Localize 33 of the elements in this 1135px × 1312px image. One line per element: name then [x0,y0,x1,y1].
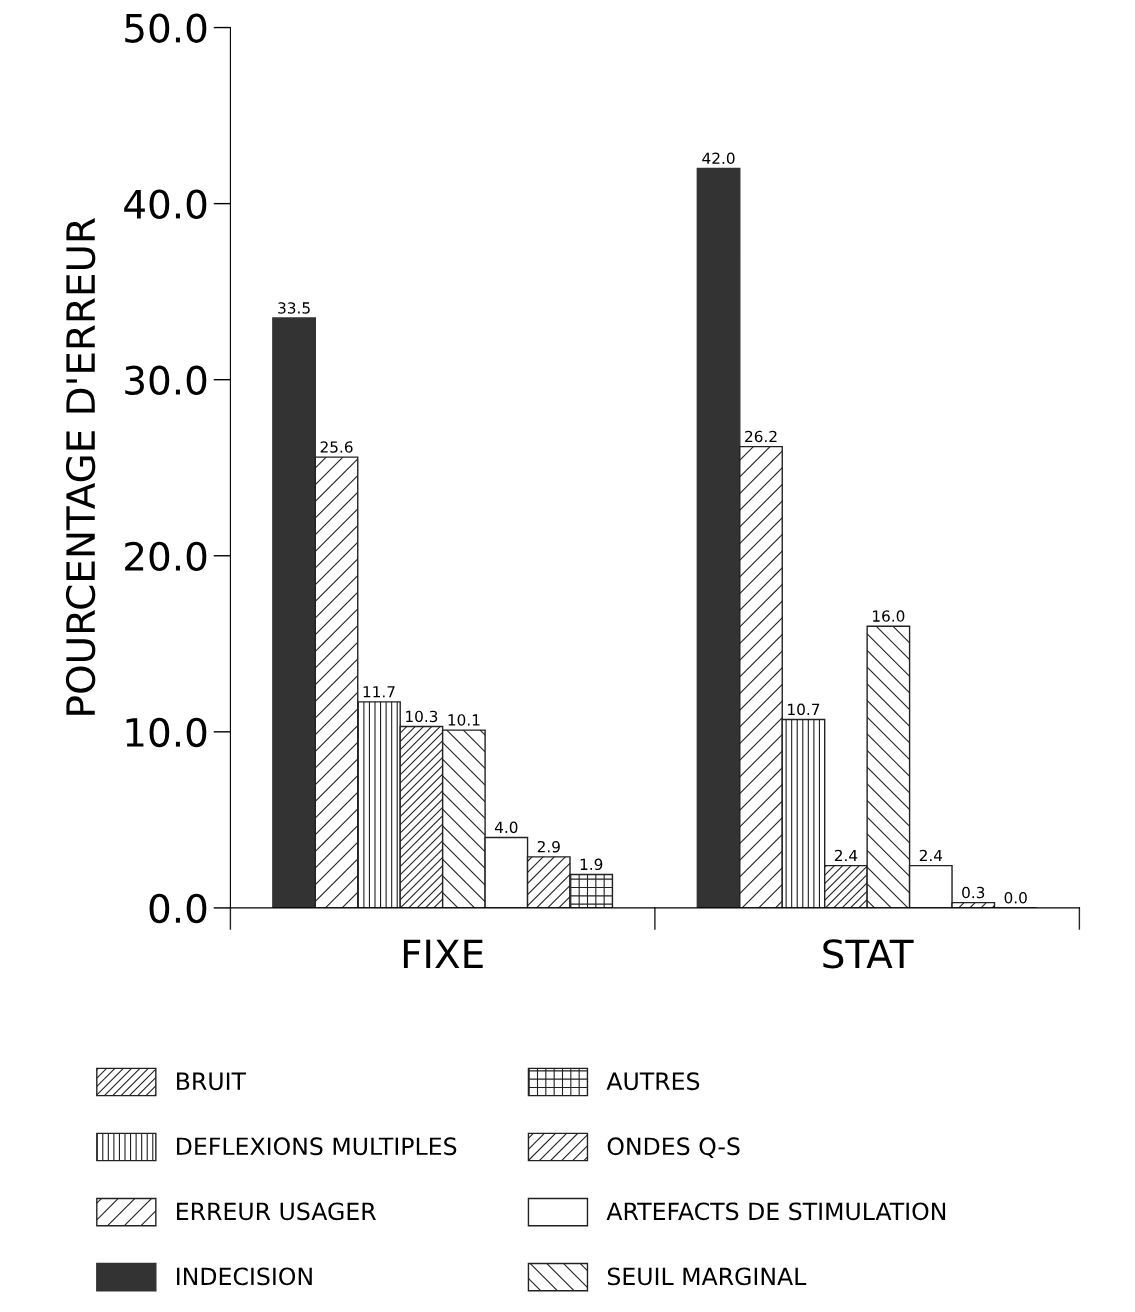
y-tick-label: 20.0 [125,541,207,572]
legend-label: AUTRES [606,1072,700,1091]
legend-label: ARTEFACTS DE STIMULATION [606,1202,946,1221]
y-tick-label: 0.0 [149,893,207,924]
y-axis-title: POURCENTAGE D'ERREUR [65,218,96,715]
data-label: 33.5 [278,302,310,314]
data-label: 1.9 [580,858,603,871]
data-label: 0.0 [1004,892,1027,904]
x-tick-label: FIXE [403,939,483,969]
data-label: 4.0 [494,821,518,834]
data-label: 2.4 [919,849,943,862]
data-label: 42.0 [702,152,735,165]
data-label: 10.1 [448,714,480,726]
data-label: 10.3 [406,710,438,723]
data-label: 25.6 [320,441,353,453]
legend-label: INDECISION [177,1267,312,1286]
x-tick-label: STAT [823,939,914,969]
data-label: 0.3 [962,886,985,899]
legend-label: SEUIL MARGINAL [607,1267,807,1286]
data-label: 16.0 [873,610,905,622]
legend-label: DEFLEXIONS MULTIPLES [177,1137,457,1156]
y-tick-label: 40.0 [124,189,207,219]
y-tick-label: 50.0 [125,13,207,43]
data-label: 11.7 [363,686,395,698]
legend-label: ERREUR USAGER [177,1202,376,1221]
data-label: 10.7 [788,703,820,716]
data-label: 2.9 [537,840,560,853]
legend-label: ONDES Q-S [607,1137,740,1158]
legend-label: BRUIT [177,1072,247,1091]
data-label: 2.4 [834,849,858,862]
data-label: 26.2 [745,430,777,443]
y-tick-label: 10.0 [126,717,207,748]
y-tick-label: 30.0 [125,365,207,396]
